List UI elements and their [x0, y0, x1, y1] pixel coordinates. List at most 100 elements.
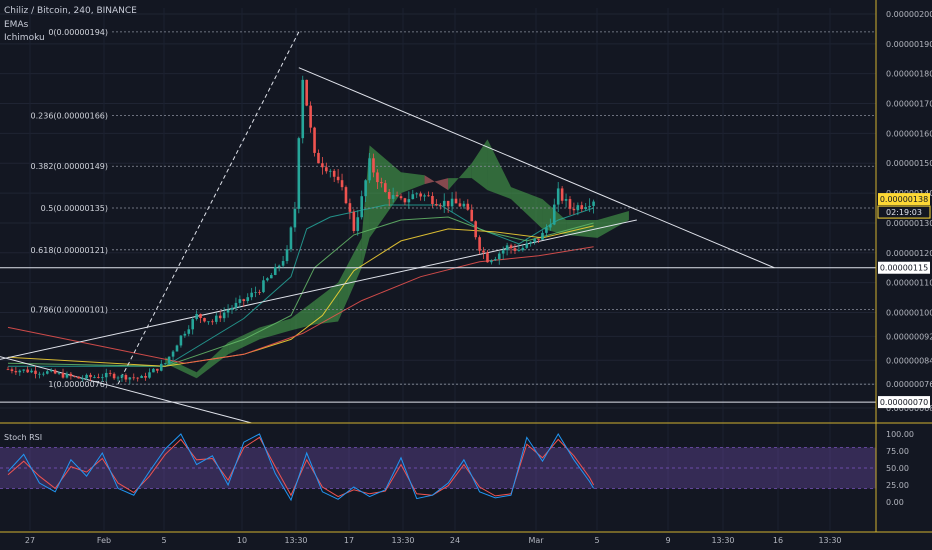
candle-up[interactable]	[552, 204, 556, 225]
candle-down[interactable]	[10, 369, 14, 372]
candle-down[interactable]	[470, 209, 474, 222]
candle-down[interactable]	[478, 237, 481, 251]
candle-up[interactable]	[289, 227, 293, 250]
candle-up[interactable]	[104, 372, 108, 378]
candle-up[interactable]	[167, 356, 171, 364]
candle-up[interactable]	[254, 292, 257, 293]
candle-up[interactable]	[273, 266, 277, 275]
candle-down[interactable]	[305, 79, 308, 106]
candle-down[interactable]	[97, 376, 100, 378]
candle-down[interactable]	[124, 375, 128, 380]
candle-up[interactable]	[442, 200, 446, 207]
candle-up[interactable]	[262, 280, 265, 293]
candle-up[interactable]	[293, 208, 297, 228]
candle-down[interactable]	[344, 187, 348, 204]
candle-up[interactable]	[407, 199, 411, 203]
candle-down[interactable]	[112, 373, 116, 379]
candle-up[interactable]	[179, 335, 183, 346]
candle-up[interactable]	[285, 249, 289, 262]
candle-down[interactable]	[580, 205, 584, 210]
candle-up[interactable]	[517, 250, 521, 251]
candle-up[interactable]	[297, 138, 301, 209]
candle-up[interactable]	[246, 297, 250, 302]
candle-up[interactable]	[360, 196, 363, 218]
candle-down[interactable]	[466, 203, 470, 210]
candle-up[interactable]	[411, 194, 415, 200]
candle-down[interactable]	[348, 203, 352, 212]
candle-down[interactable]	[435, 204, 438, 206]
candle-up[interactable]	[415, 193, 419, 195]
dashed-rise-line[interactable]	[117, 31, 300, 385]
candle-down[interactable]	[387, 191, 391, 199]
candle-up[interactable]	[101, 377, 104, 379]
candle-up[interactable]	[207, 321, 210, 323]
candle-up[interactable]	[187, 329, 191, 334]
candle-down[interactable]	[309, 105, 312, 128]
candle-down[interactable]	[427, 195, 430, 197]
candle-up[interactable]	[81, 378, 84, 380]
candle-up[interactable]	[266, 278, 269, 281]
candle-down[interactable]	[69, 373, 73, 377]
candle-down[interactable]	[332, 170, 336, 177]
candle-down[interactable]	[199, 313, 202, 318]
candle-up[interactable]	[42, 373, 45, 375]
candle-down[interactable]	[6, 369, 10, 371]
descending-trendline[interactable]	[298, 67, 775, 269]
candle-up[interactable]	[356, 217, 360, 231]
candle-up[interactable]	[159, 363, 163, 371]
candle-down[interactable]	[439, 205, 442, 207]
candle-down[interactable]	[399, 196, 403, 199]
candle-down[interactable]	[136, 377, 139, 379]
candle-down[interactable]	[218, 315, 222, 319]
candle-up[interactable]	[128, 377, 132, 380]
candles[interactable]	[6, 75, 595, 384]
candle-up[interactable]	[214, 315, 218, 322]
candle-up[interactable]	[328, 170, 332, 172]
candle-up[interactable]	[368, 158, 371, 181]
candle-down[interactable]	[486, 252, 489, 263]
candle-down[interactable]	[419, 193, 422, 197]
candle-up[interactable]	[191, 319, 195, 330]
candle-up[interactable]	[30, 370, 33, 373]
candle-up[interactable]	[391, 195, 395, 199]
candle-up[interactable]	[49, 370, 53, 372]
ascending-trendline[interactable]	[0, 219, 637, 366]
candle-up[interactable]	[171, 351, 175, 357]
candle-up[interactable]	[230, 307, 234, 310]
candle-down[interactable]	[258, 292, 261, 293]
candle-up[interactable]	[195, 313, 198, 320]
candle-up[interactable]	[22, 369, 26, 371]
candle-up[interactable]	[57, 372, 61, 374]
candle-up[interactable]	[152, 368, 155, 373]
candle-down[interactable]	[482, 250, 485, 253]
candle-up[interactable]	[222, 312, 226, 319]
candle-down[interactable]	[403, 198, 407, 203]
candle-down[interactable]	[211, 321, 214, 323]
candle-down[interactable]	[352, 211, 356, 231]
candle-down[interactable]	[446, 200, 450, 207]
candle-up[interactable]	[148, 372, 151, 378]
candle-up[interactable]	[556, 188, 560, 205]
candle-up[interactable]	[277, 265, 281, 267]
candle-up[interactable]	[521, 247, 525, 251]
candle-down[interactable]	[53, 370, 57, 374]
candle-down[interactable]	[474, 221, 477, 238]
candle-down[interactable]	[458, 203, 462, 207]
candle-down[interactable]	[156, 368, 159, 371]
candle-down[interactable]	[203, 317, 206, 322]
candle-down[interactable]	[144, 375, 147, 378]
candle-up[interactable]	[85, 374, 88, 379]
candle-up[interactable]	[140, 375, 143, 379]
candle-down[interactable]	[383, 183, 387, 192]
candle-down[interactable]	[89, 374, 92, 378]
lower-trendline[interactable]	[0, 348, 252, 424]
candle-up[interactable]	[183, 333, 187, 336]
candle-up[interactable]	[584, 207, 588, 210]
candle-down[interactable]	[431, 195, 434, 205]
candle-down[interactable]	[454, 198, 458, 204]
candle-down[interactable]	[340, 180, 344, 188]
candle-down[interactable]	[242, 299, 246, 302]
candle-up[interactable]	[450, 198, 454, 207]
candle-down[interactable]	[336, 176, 340, 181]
